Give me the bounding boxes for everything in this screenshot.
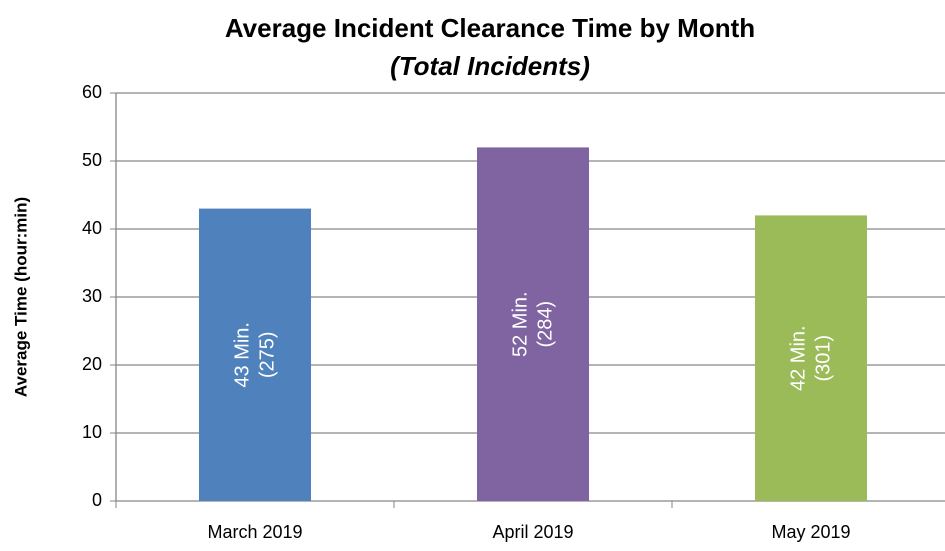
bar bbox=[477, 147, 589, 501]
value-label: 42 Min. bbox=[787, 325, 809, 391]
y-tick-label: 20 bbox=[82, 354, 102, 374]
y-axis-label: Average Time (hour:min) bbox=[11, 197, 30, 397]
y-tick-label: 30 bbox=[82, 286, 102, 306]
count-label: (275) bbox=[256, 331, 278, 378]
chart-subtitle: (Total Incidents) bbox=[390, 51, 590, 81]
y-tick-label: 10 bbox=[82, 422, 102, 442]
y-tick-label: 60 bbox=[82, 82, 102, 102]
value-label: 52 Min. bbox=[509, 291, 531, 357]
count-label: (284) bbox=[534, 301, 556, 348]
x-tick-label: May 2019 bbox=[771, 522, 850, 542]
bar bbox=[755, 215, 867, 501]
value-label: 43 Min. bbox=[231, 322, 253, 388]
bar bbox=[199, 208, 311, 501]
x-tick-label: April 2019 bbox=[492, 522, 573, 542]
x-tick-label: March 2019 bbox=[207, 522, 302, 542]
y-tick-label: 40 bbox=[82, 218, 102, 238]
y-tick-label: 0 bbox=[92, 490, 102, 510]
count-label: (301) bbox=[812, 335, 834, 382]
chart-title: Average Incident Clearance Time by Month bbox=[225, 13, 755, 43]
y-tick-label: 50 bbox=[82, 150, 102, 170]
